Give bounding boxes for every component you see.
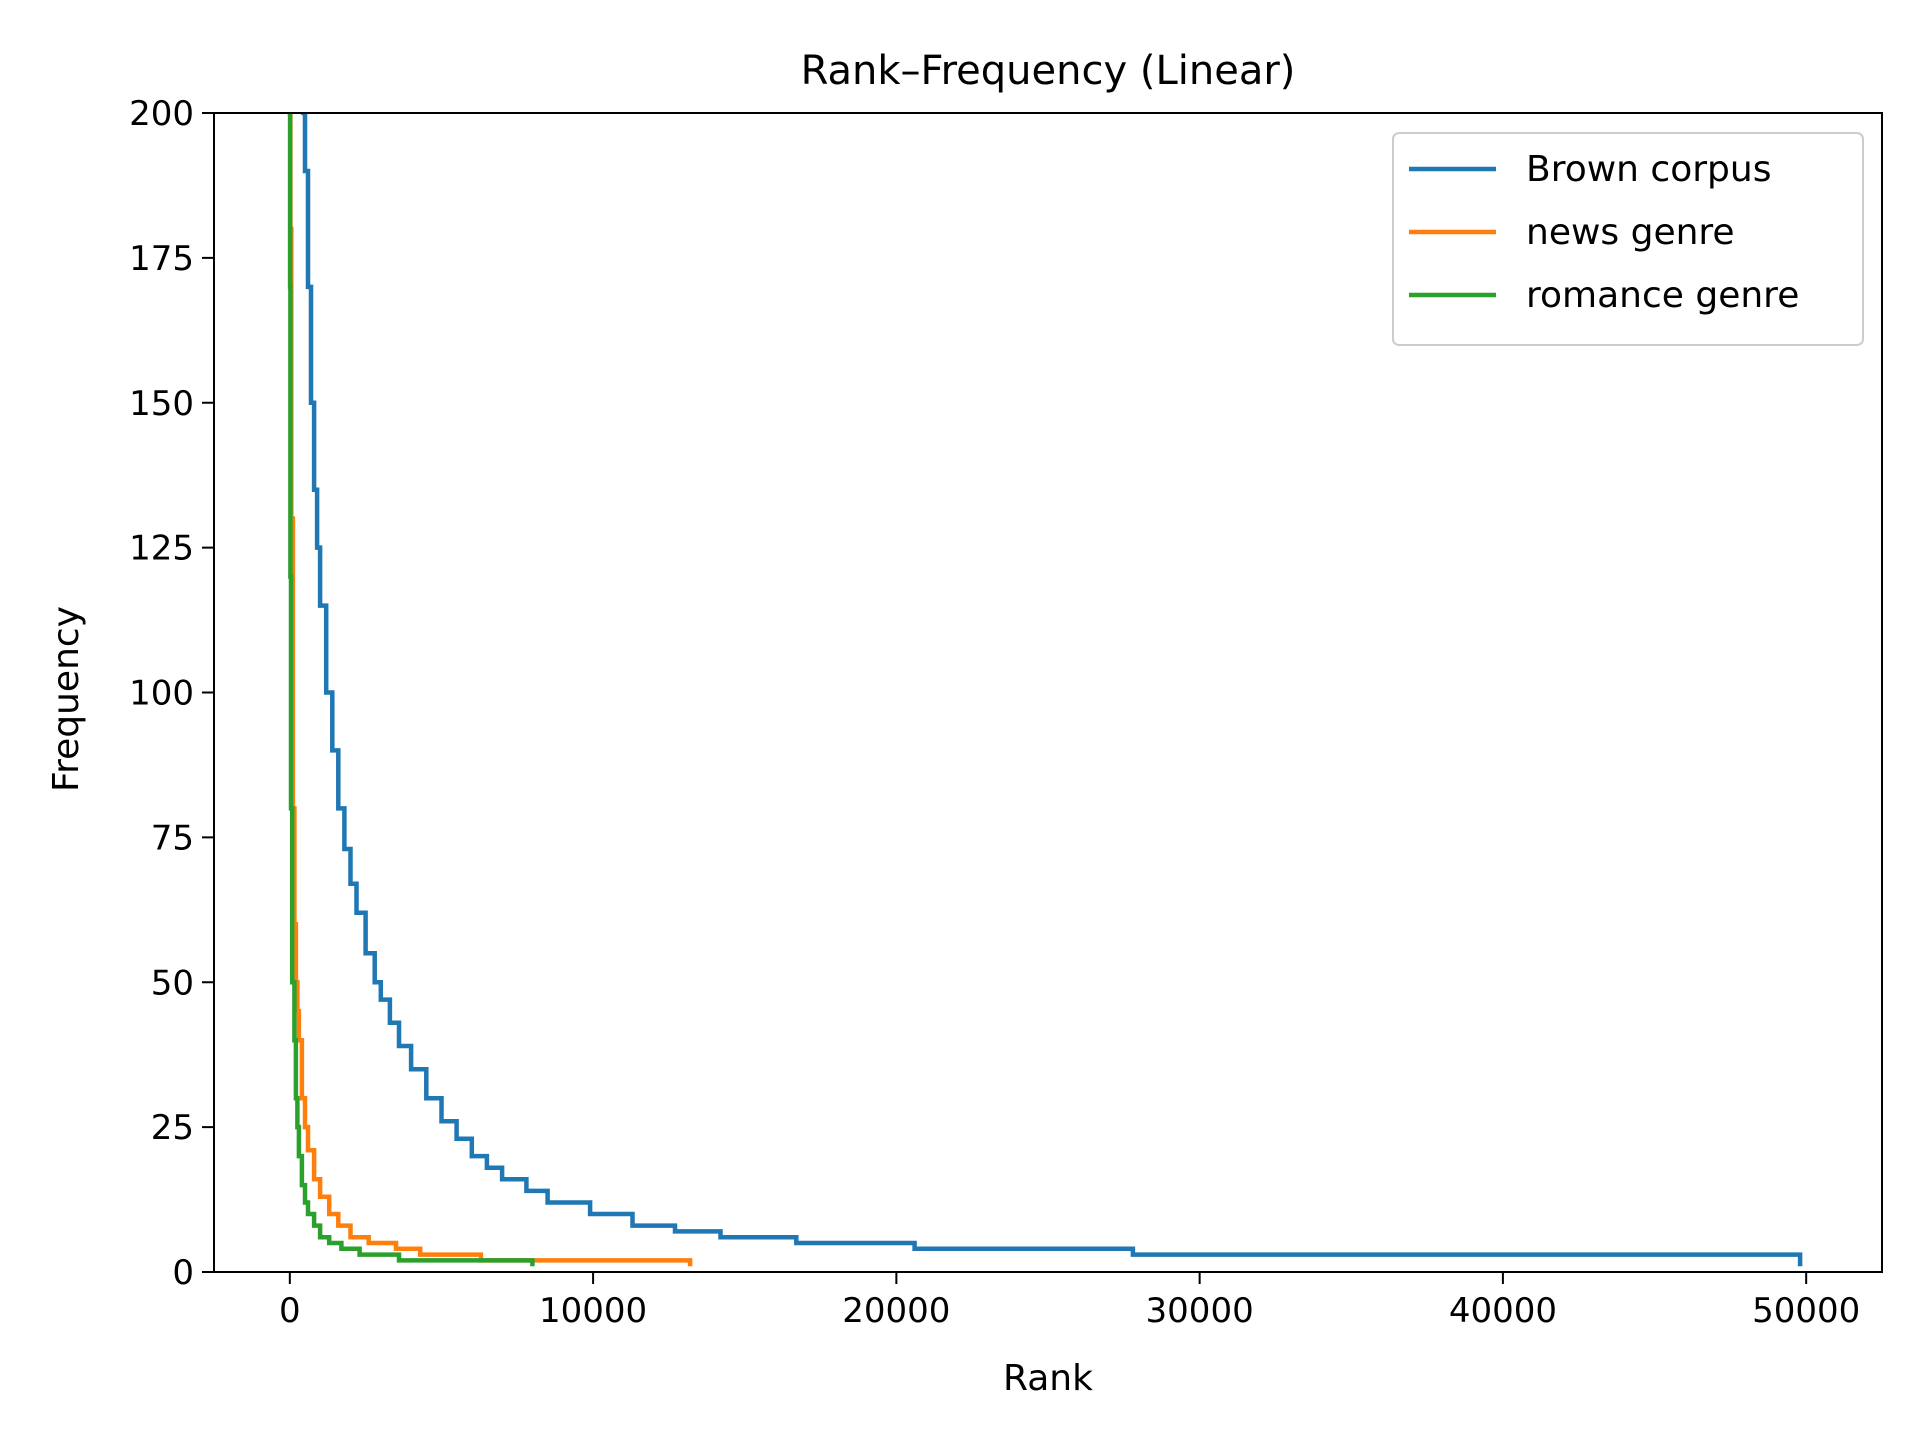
series-lines bbox=[287, 113, 1803, 1267]
x-axis: 0 10000 20000 30000 40000 50000 bbox=[279, 1272, 1860, 1331]
x-tick-label: 20000 bbox=[842, 1291, 950, 1331]
y-tick-label: 175 bbox=[129, 239, 194, 279]
y-tick-label: 50 bbox=[151, 963, 194, 1003]
y-tick-label: 200 bbox=[129, 94, 194, 134]
x-tick-label: 0 bbox=[279, 1291, 301, 1331]
x-tick-label: 30000 bbox=[1146, 1291, 1254, 1331]
legend: Brown corpus news genre romance genre bbox=[1392, 132, 1864, 346]
y-tick-label: 25 bbox=[151, 1108, 194, 1148]
legend-label: news genre bbox=[1526, 212, 1735, 253]
legend-label: romance genre bbox=[1526, 275, 1799, 316]
y-tick-label: 150 bbox=[129, 384, 194, 424]
series-line-romance-genre bbox=[287, 113, 535, 1267]
chart-title: Rank–Frequency (Linear) bbox=[801, 48, 1296, 94]
legend-box bbox=[1392, 132, 1864, 346]
legend-label: Brown corpus bbox=[1526, 149, 1771, 190]
y-axis: 0 25 50 75 100 125 150 175 200 bbox=[129, 94, 214, 1293]
x-axis-label: Rank bbox=[1003, 1358, 1093, 1399]
x-tick-label: 40000 bbox=[1449, 1291, 1557, 1331]
x-tick-label: 10000 bbox=[539, 1291, 647, 1331]
y-tick-label: 0 bbox=[172, 1253, 194, 1293]
y-tick-label: 125 bbox=[129, 529, 194, 569]
series-line-brown-corpus bbox=[301, 113, 1803, 1267]
x-tick-label: 50000 bbox=[1752, 1291, 1860, 1331]
y-axis-label: Frequency bbox=[46, 606, 87, 792]
y-tick-label: 75 bbox=[151, 818, 194, 858]
y-tick-label: 100 bbox=[129, 674, 194, 714]
